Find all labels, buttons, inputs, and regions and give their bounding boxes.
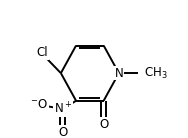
Text: N: N [114,67,123,80]
Text: O: O [99,118,108,131]
Text: CH$_3$: CH$_3$ [144,66,168,81]
Text: Cl: Cl [36,46,48,59]
Text: N$^+$: N$^+$ [54,101,72,117]
Text: O: O [58,126,67,138]
Text: $^{-}$O: $^{-}$O [30,98,49,111]
